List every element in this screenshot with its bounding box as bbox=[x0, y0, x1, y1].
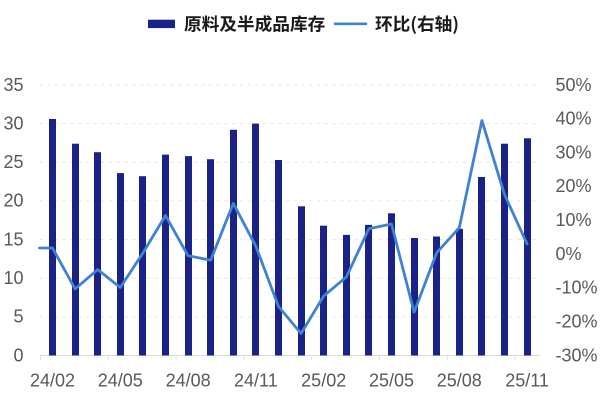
svg-text:-20%: -20% bbox=[556, 312, 598, 332]
svg-text:25/11: 25/11 bbox=[505, 370, 549, 390]
svg-text:30: 30 bbox=[3, 113, 23, 133]
svg-text:30%: 30% bbox=[556, 142, 592, 162]
svg-text:10: 10 bbox=[3, 268, 23, 288]
svg-text:25/05: 25/05 bbox=[369, 370, 414, 390]
svg-text:25: 25 bbox=[3, 152, 23, 172]
svg-text:0: 0 bbox=[13, 345, 23, 365]
svg-text:20: 20 bbox=[3, 191, 23, 211]
svg-text:24/05: 24/05 bbox=[98, 370, 143, 390]
svg-text:-30%: -30% bbox=[556, 345, 598, 365]
svg-text:10%: 10% bbox=[556, 210, 592, 230]
svg-text:24/02: 24/02 bbox=[30, 370, 75, 390]
svg-text:0%: 0% bbox=[556, 244, 582, 264]
svg-text:35: 35 bbox=[3, 75, 23, 95]
svg-text:24/08: 24/08 bbox=[166, 370, 211, 390]
svg-text:-10%: -10% bbox=[556, 278, 598, 298]
svg-text:20%: 20% bbox=[556, 176, 592, 196]
svg-text:5: 5 bbox=[13, 307, 23, 327]
svg-text:15: 15 bbox=[3, 229, 23, 249]
svg-text:25/08: 25/08 bbox=[437, 370, 482, 390]
svg-text:50%: 50% bbox=[556, 75, 592, 95]
svg-text:40%: 40% bbox=[556, 109, 592, 129]
svg-text:24/11: 24/11 bbox=[234, 370, 278, 390]
svg-text:25/02: 25/02 bbox=[301, 370, 346, 390]
